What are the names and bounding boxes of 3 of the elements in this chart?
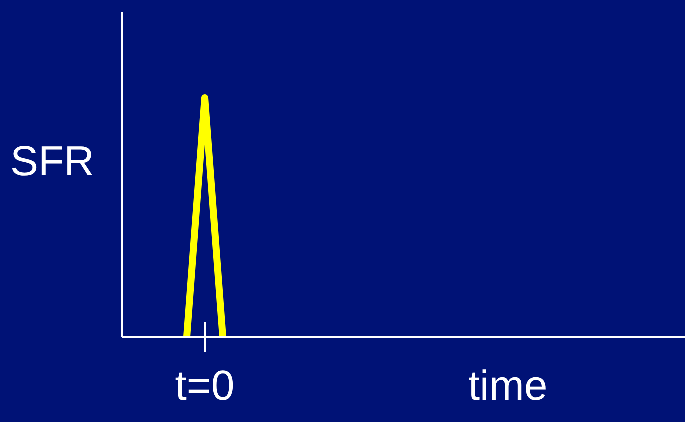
y-axis-title: SFR — [10, 138, 94, 184]
text: t=0 — [175, 362, 235, 409]
text: time — [468, 362, 548, 409]
